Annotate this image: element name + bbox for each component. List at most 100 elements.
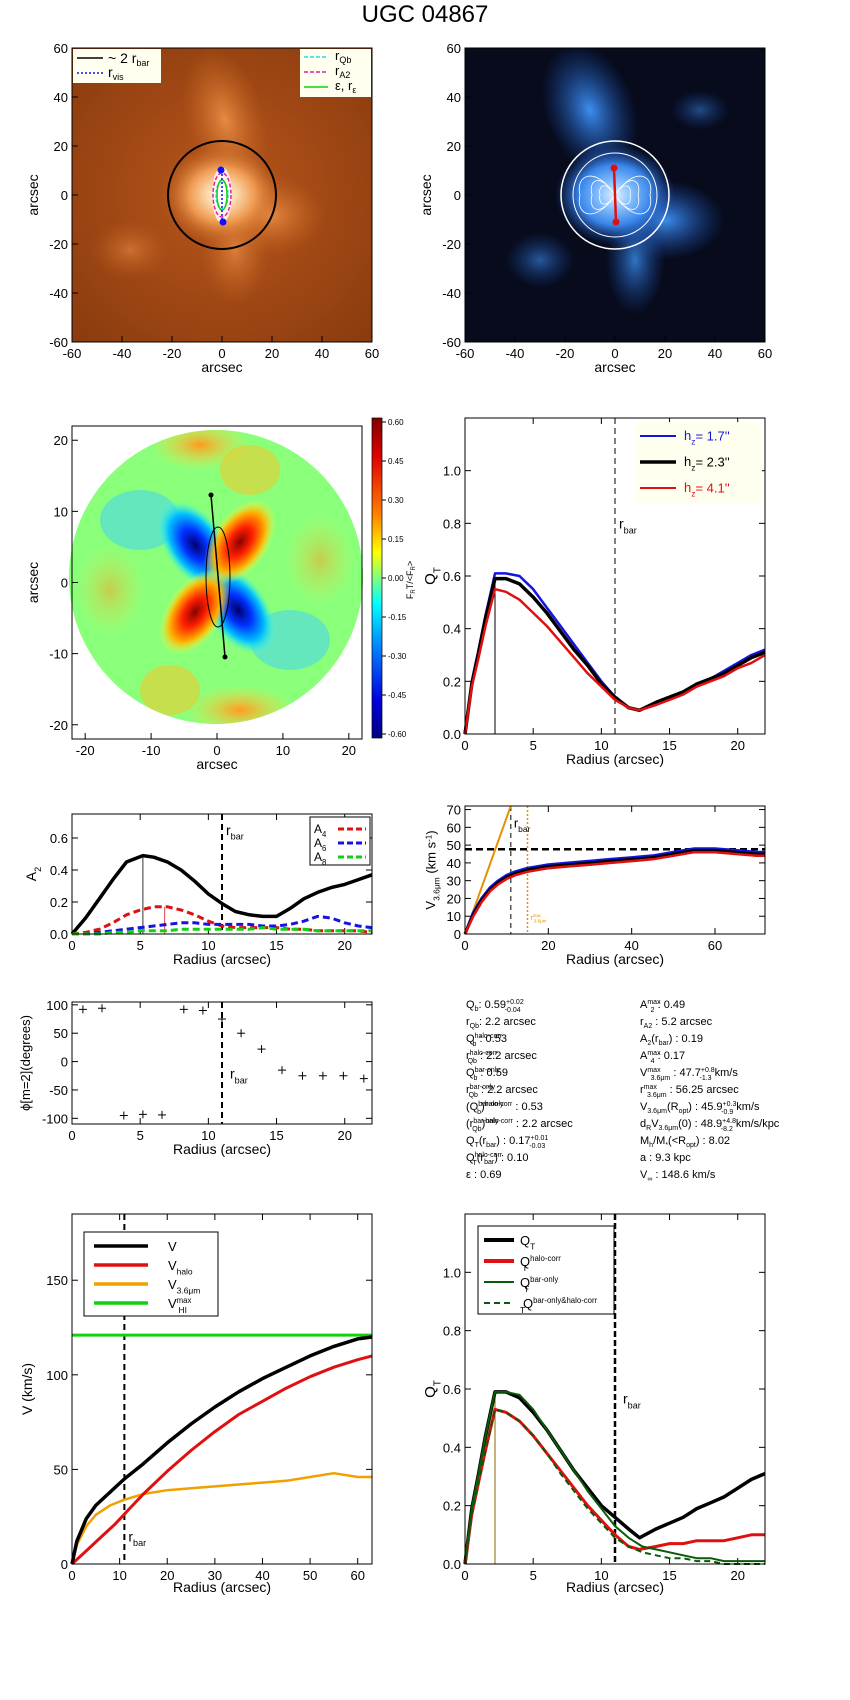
axes-map: -20 -20 -10 -10 0 0 10 10 20 20 arcsec arcsec [25, 433, 356, 772]
phase-point [119, 1111, 128, 1120]
colorbar-tick-label: 0.15 [388, 535, 404, 544]
frame [464, 417, 766, 735]
y-tick-label: 30 [447, 874, 461, 889]
x-tick-label: -20 [163, 346, 182, 361]
qt-line-2 [463, 587, 766, 735]
x-tick-label: 15 [269, 938, 283, 953]
x-tick-label: -40 [113, 346, 132, 361]
y-tick-label: -20 [442, 237, 461, 252]
y-axis-title: QT [422, 567, 443, 585]
axes-image-orange: -60-60 -40 -40 -20 -20 0 0 20 20 40 40 60 60 arcsec ar… [25, 41, 379, 375]
colorbar-tick-label: 0.60 [388, 418, 404, 427]
phase-point [318, 1071, 327, 1080]
frame [71, 1001, 373, 1125]
x-tick-label: 0 [213, 743, 220, 758]
phase-point [198, 1006, 207, 1015]
y-tick-label: 150 [46, 1273, 68, 1288]
frame [71, 1213, 373, 1565]
y-tick-label: 50 [54, 1026, 68, 1041]
x-tick-label: 10 [112, 1568, 126, 1583]
legend-entry: A6 [314, 836, 326, 853]
phase-point [237, 1029, 246, 1038]
stats-left-row: rhalo-corr Qb : 2.2 arcsec [466, 1050, 537, 1065]
legend-rvis: rvis [108, 64, 124, 82]
x-axis-title: Radius (arcsec) [173, 1579, 271, 1595]
rbar-label: rbar [514, 815, 531, 834]
y-tick-label: 50 [447, 838, 461, 853]
x-tick-label: 0 [68, 1128, 75, 1143]
legend-entry: QT [520, 1233, 535, 1252]
rqb-ellipse [215, 180, 229, 210]
y-axis-title: V (km/s) [19, 1363, 35, 1415]
stats-left-row: (rbar-only Qb)halo-corr : 2.2 arcsec [466, 1118, 573, 1133]
x-tick-label: -20 [556, 346, 575, 361]
am-line-A6 [72, 914, 373, 936]
x-tick-label: -40 [506, 346, 525, 361]
phase-point [98, 1004, 106, 1013]
x-tick-label: 0 [461, 738, 468, 753]
colorbar-tick-label: -0.60 [388, 730, 407, 739]
x-tick-label: 50 [303, 1568, 317, 1583]
phase-point [138, 1110, 147, 1119]
stats-right-row: a : 9.3 kpc [640, 1152, 691, 1164]
y-tick-label: 0 [454, 927, 461, 942]
y-tick-label: -60 [49, 335, 68, 350]
bar-dot-top-blue [610, 164, 618, 172]
x-tick-label: 20 [160, 1568, 174, 1583]
v-line-2 [70, 1354, 373, 1566]
y-tick-label: 20 [447, 139, 461, 154]
x-tick-label: 10 [594, 1568, 608, 1583]
x-tick-label: 40 [255, 1568, 269, 1583]
y-tick-label: 40 [54, 90, 68, 105]
phase-point [257, 1045, 266, 1054]
v36-line-2 [463, 848, 765, 935]
phase-point [158, 1110, 166, 1119]
colorbar-tick-label: 0.45 [388, 457, 404, 466]
ring-outer [560, 140, 670, 250]
stats-right-row: Mh/M*(<Ropt) : 8.02 [640, 1135, 730, 1149]
y-tick-label: 1.0 [443, 1265, 461, 1280]
rbar-label: rbar [619, 516, 637, 536]
rbar-label: rbar [226, 822, 244, 842]
frame [464, 805, 766, 935]
rmax-label: rmax 3.6μm [531, 913, 547, 924]
x-tick-label: 10 [201, 938, 215, 953]
colorbar [371, 417, 383, 739]
legend-entry: hz= 2.3'' [684, 454, 730, 473]
stats-left-row: Qhalo-corr T(rbar) : 0.10 [466, 1152, 528, 1167]
y-tick-label: 60 [447, 820, 461, 835]
legend-entry: hz= 4.1'' [684, 480, 730, 499]
bar-end-dot-top [217, 166, 225, 174]
y-tick-label: 40 [447, 90, 461, 105]
y-tick-label: 20 [54, 433, 68, 448]
ring-inner [572, 152, 658, 238]
stats-left-row: QT(rbar) : 0.17+0.01 -0.03 [466, 1135, 548, 1150]
y-axis-title: V3.6μm (km s-1) [423, 830, 442, 909]
stats-right-row: Amax 4 : 0.17 [640, 1050, 685, 1065]
legend-entry: hz= 1.7'' [684, 428, 730, 447]
x-tick-label: -60 [63, 346, 82, 361]
x-tick-label: 15 [269, 1128, 283, 1143]
bar-dot-bottom-blue [612, 218, 620, 226]
legend-entry: Vhalo [168, 1258, 193, 1277]
rbar-label: rbar [623, 1391, 641, 1411]
qt-line-1 [463, 576, 766, 735]
bar-end-dot-bottom [219, 218, 227, 226]
y-tick-label: 0.8 [443, 1324, 461, 1339]
x-tick-label: 40 [624, 938, 638, 953]
legend-rqb: rQb [335, 48, 351, 65]
legend-ra2: rA2 [335, 63, 350, 80]
legend-2rbar: ~ 2 rbar [108, 50, 149, 68]
y-tick-label: -20 [49, 718, 68, 733]
stats-right-row: V∞ : 148.6 km/s [640, 1169, 716, 1183]
y-tick-label: 1.0 [443, 464, 461, 479]
stats-right-row: rmax 3.6μm : 56.25 arcsec [640, 1084, 739, 1099]
y-tick-label: 0.2 [50, 895, 68, 910]
y-tick-label: 0.8 [443, 516, 461, 531]
plot-area [465, 806, 765, 934]
y-tick-label: 20 [54, 139, 68, 154]
colorbar-label: FRT/<FR> [405, 561, 417, 599]
colorbar-tick-label: 0.00 [388, 574, 404, 583]
x-tick-label: 0 [461, 1568, 468, 1583]
